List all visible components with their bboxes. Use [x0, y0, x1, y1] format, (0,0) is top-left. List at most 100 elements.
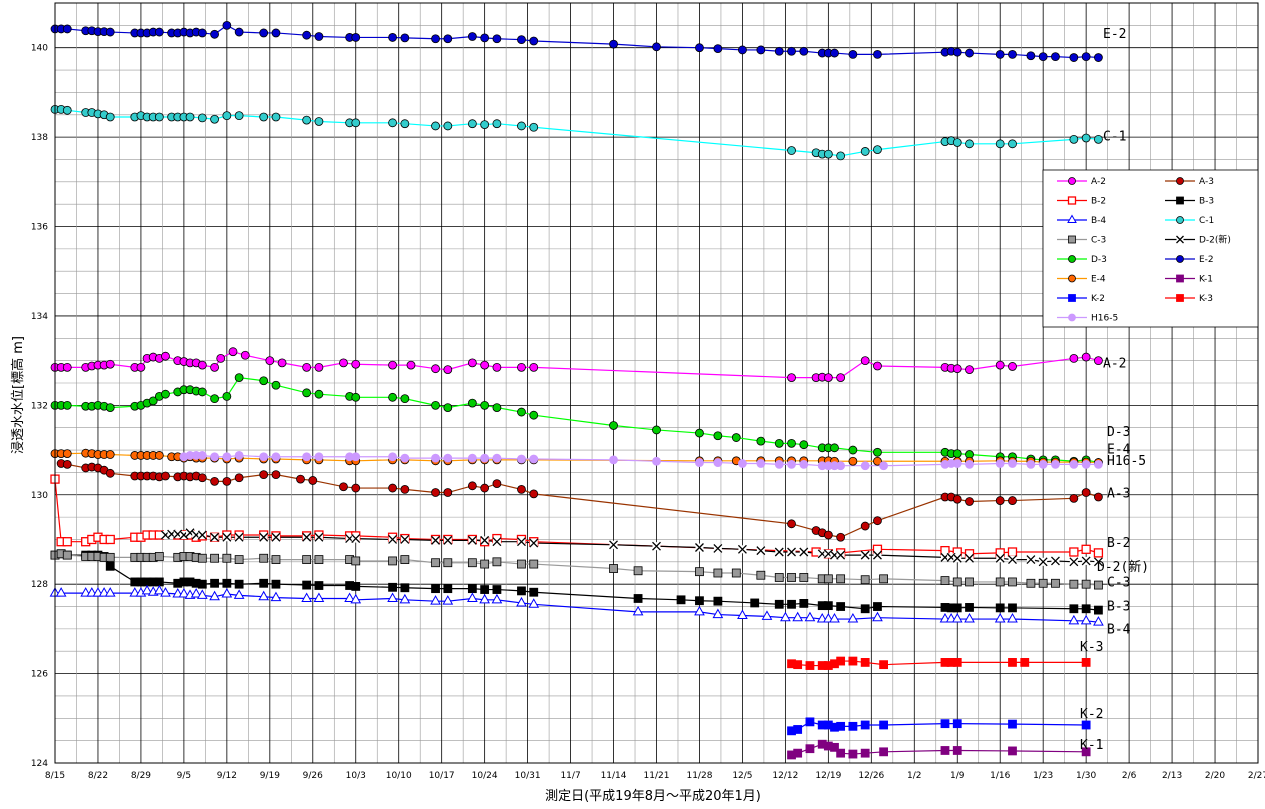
x-marker-cross: [1050, 556, 1060, 566]
data-point: [756, 436, 766, 446]
data-point: [676, 595, 686, 605]
y-tick-label: 134: [31, 312, 48, 322]
data-point: [836, 373, 846, 383]
data-point: [197, 451, 207, 460]
data-point: [259, 376, 269, 386]
data-point: [1038, 578, 1048, 588]
data-point: [259, 578, 269, 588]
data-point: [652, 456, 661, 466]
data-point: [873, 602, 882, 611]
data-point: [443, 453, 453, 463]
data-point: [1038, 52, 1048, 62]
x-marker-cross: [652, 541, 661, 551]
data-point: [467, 592, 478, 602]
end-label-A-2: A-2: [1103, 356, 1126, 371]
end-label-D-2(新): D-2(新): [1097, 559, 1149, 575]
x-tick-label: 12/12: [772, 771, 798, 781]
series-line-K-3: [791, 660, 1087, 667]
data-point: [467, 398, 477, 408]
end-label-H16-5: H16-5: [1107, 454, 1146, 469]
data-point: [197, 473, 207, 483]
y-tick-label: 124: [31, 759, 48, 769]
data-point: [210, 476, 219, 486]
data-point: [271, 532, 281, 542]
end-label-C-1: C-1: [1103, 130, 1126, 145]
data-point: [952, 459, 962, 468]
data-point: [517, 586, 526, 596]
data-point: [609, 455, 618, 465]
data-point: [860, 550, 870, 560]
x-marker-cross: [836, 550, 846, 560]
data-point: [351, 392, 361, 402]
data-point: [799, 599, 809, 608]
data-point: [400, 484, 410, 494]
data-point: [836, 151, 846, 161]
data-point: [517, 407, 526, 417]
data-point: [1067, 196, 1077, 205]
data-point: [1069, 459, 1079, 469]
data-point: [492, 479, 502, 488]
x-tick-label: 8/15: [45, 771, 65, 781]
data-point: [153, 584, 165, 595]
series-lines: [54, 24, 1099, 756]
data-point: [431, 121, 440, 131]
data-point: [302, 580, 312, 590]
data-point: [756, 459, 766, 468]
data-point: [952, 494, 962, 504]
data-point: [836, 721, 846, 731]
data-point: [805, 661, 815, 670]
data-point: [965, 603, 974, 612]
data-point: [492, 557, 502, 567]
data-point: [860, 356, 870, 366]
data-point: [443, 584, 453, 594]
legend-label: E-4: [1091, 275, 1106, 285]
data-point: [873, 516, 882, 526]
data-point: [695, 543, 704, 552]
data-point: [314, 32, 324, 41]
data-point: [1069, 604, 1079, 614]
data-point: [431, 400, 440, 410]
x-tick-label: 1/16: [990, 771, 1010, 781]
data-point: [713, 543, 723, 553]
data-point: [431, 535, 441, 545]
data-point: [302, 388, 312, 398]
data-point: [860, 658, 870, 667]
data-point: [234, 27, 244, 37]
end-label-D-3: D-3: [1107, 425, 1130, 440]
data-point: [1094, 356, 1103, 366]
data-point: [787, 547, 796, 557]
data-point: [965, 48, 974, 58]
data-point: [1176, 255, 1184, 263]
data-point: [529, 122, 539, 132]
legend-item-E-2: E-2: [1165, 255, 1214, 265]
data-point: [1081, 133, 1091, 143]
data-point: [234, 579, 244, 589]
data-point: [848, 721, 858, 731]
x-tick-label: 9/19: [260, 771, 280, 781]
data-point: [787, 146, 796, 155]
data-point: [400, 119, 410, 129]
data-point: [259, 532, 269, 542]
data-point: [529, 587, 539, 597]
x-tick-label: 1/23: [1033, 771, 1053, 781]
x-marker-cross: [351, 534, 361, 544]
data-point: [529, 410, 539, 420]
x-tick-label: 2/6: [1122, 771, 1137, 781]
data-point: [344, 592, 355, 602]
data-point: [517, 537, 526, 547]
data-point: [222, 452, 232, 462]
data-point: [793, 660, 803, 670]
data-point: [234, 532, 244, 542]
data-point: [830, 48, 839, 58]
data-point: [823, 373, 833, 383]
data-point: [609, 39, 618, 49]
data-point: [259, 470, 269, 480]
x-marker-cross: [1069, 557, 1079, 567]
data-point: [55, 587, 67, 597]
x-marker-cross: [774, 547, 784, 557]
data-point: [799, 459, 809, 469]
data-point: [1067, 214, 1077, 223]
data-point: [259, 553, 269, 563]
x-marker-cross: [517, 537, 526, 547]
data-point: [62, 105, 72, 115]
